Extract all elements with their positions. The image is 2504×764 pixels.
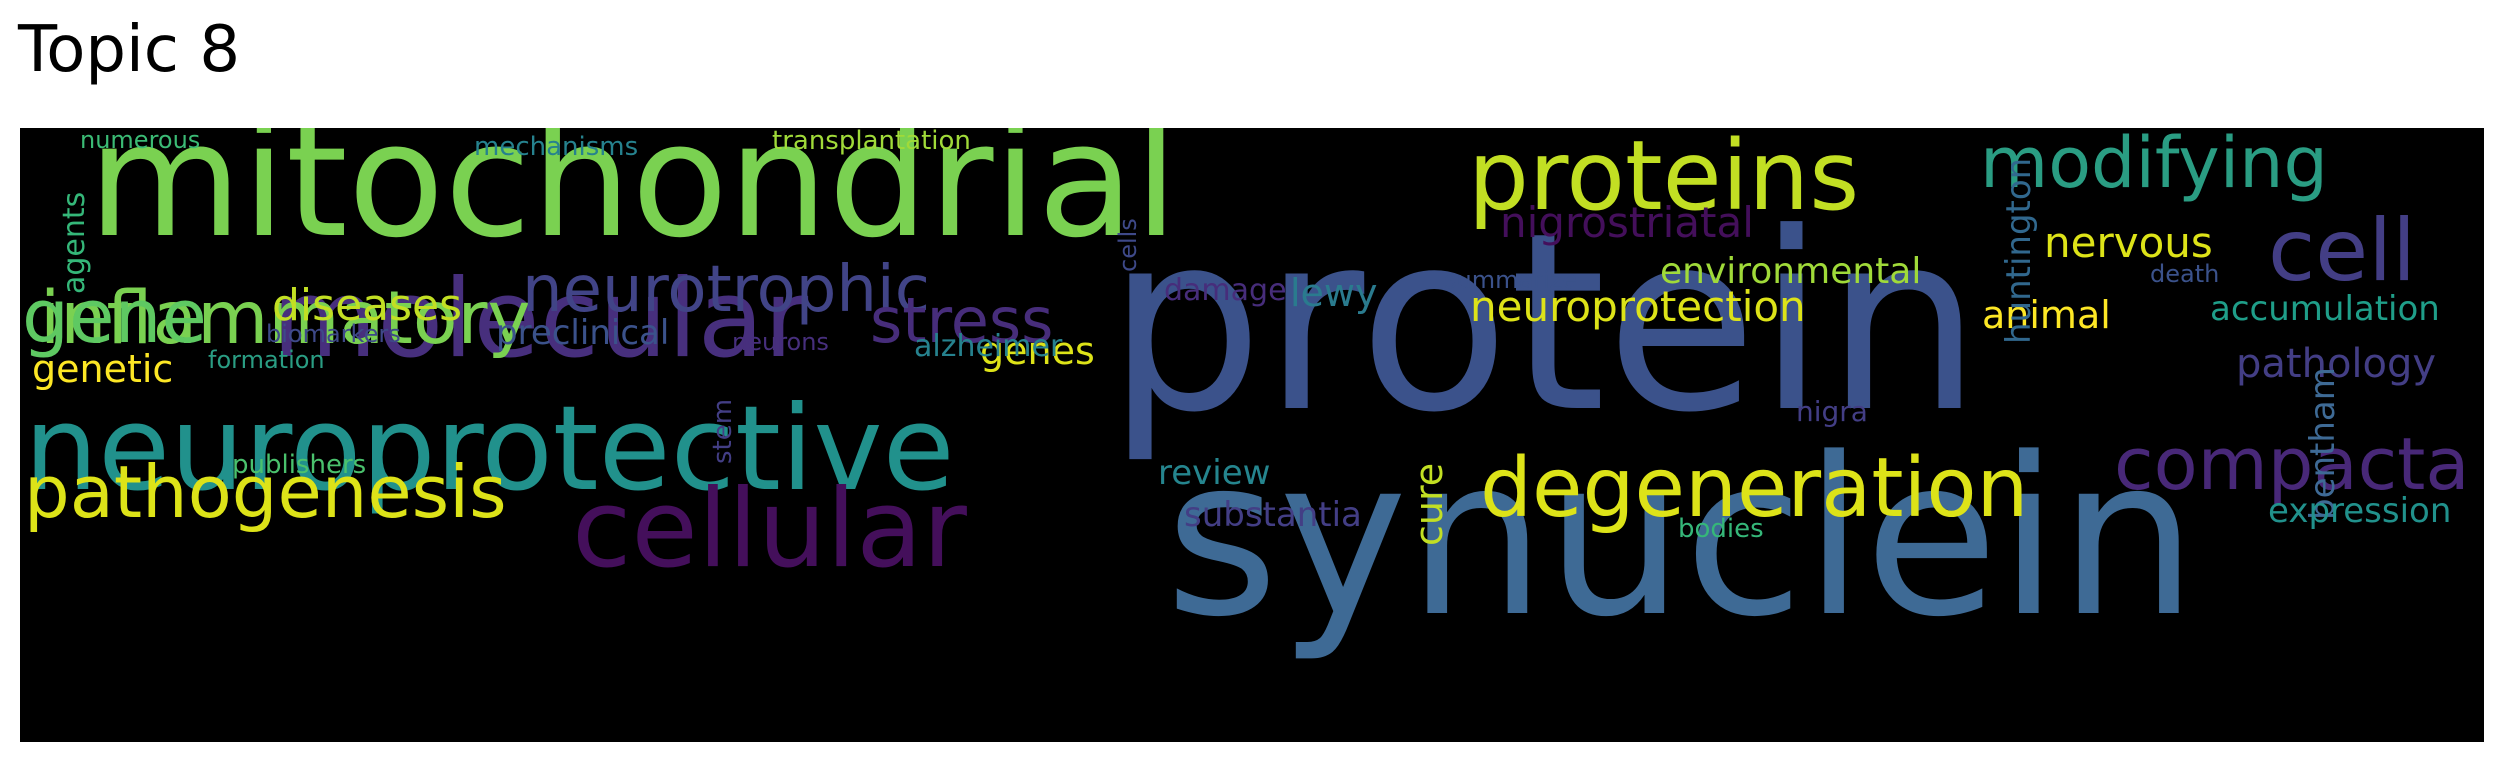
word: diseases xyxy=(272,280,463,331)
word: accumulation xyxy=(2210,289,2440,329)
word: cellular xyxy=(572,467,967,592)
word: lewy xyxy=(1290,271,1378,315)
word: summarize xyxy=(1444,266,1578,294)
word: review xyxy=(1158,453,1271,493)
word: pathogenesis xyxy=(24,450,507,534)
word: modifying xyxy=(1980,128,2328,204)
word: bodies xyxy=(1678,514,1764,544)
word: huntington xyxy=(1999,157,2039,344)
word: substantia xyxy=(1184,495,1362,535)
word: cells xyxy=(1114,218,1142,272)
word: stem xyxy=(708,398,738,464)
word: expression xyxy=(2268,491,2452,531)
word: neurons xyxy=(732,328,829,356)
word: mitochondrial xyxy=(88,128,1179,273)
word: nigra xyxy=(1796,395,1868,428)
word: pathology xyxy=(2236,341,2437,387)
word: molecular xyxy=(272,257,809,382)
word: degeneration xyxy=(1480,441,2029,536)
word: agents xyxy=(57,191,92,294)
word: cell xyxy=(2268,201,2416,301)
word: numerous xyxy=(80,128,201,154)
word: neuroprotection xyxy=(1470,282,1806,331)
word-cloud: protein synuclein mitochondrial neuropro… xyxy=(20,128,2484,742)
word: compacta xyxy=(2114,422,2470,506)
word: mechanisms xyxy=(474,132,639,162)
word: preclinical xyxy=(496,313,670,353)
word: genetic xyxy=(32,347,174,391)
word: environmental xyxy=(1660,251,1922,292)
word: genes xyxy=(980,329,1095,373)
word: stress xyxy=(870,284,1054,357)
word: formation xyxy=(208,346,325,374)
word: biomarkers xyxy=(266,320,401,348)
word: publishers xyxy=(232,450,367,480)
word: animal xyxy=(1982,293,2111,337)
page-title: Topic 8 xyxy=(18,13,241,87)
word: protein xyxy=(1107,181,1982,467)
word: death xyxy=(2150,260,2220,288)
word: transplantation xyxy=(772,128,971,156)
word: gene xyxy=(22,274,207,360)
word: cure xyxy=(1407,462,1451,546)
word: inflammatory xyxy=(40,276,531,361)
word: alzheimer xyxy=(914,329,1063,364)
word: nervous xyxy=(2044,218,2213,267)
word: synuclein xyxy=(1165,412,2198,665)
word: damage xyxy=(1164,273,1287,308)
word: nigrostriatal xyxy=(1500,198,1754,247)
word: proteins xyxy=(1468,128,1860,232)
word: neurotrophic xyxy=(522,253,930,327)
word: neuroprotective xyxy=(24,380,955,517)
